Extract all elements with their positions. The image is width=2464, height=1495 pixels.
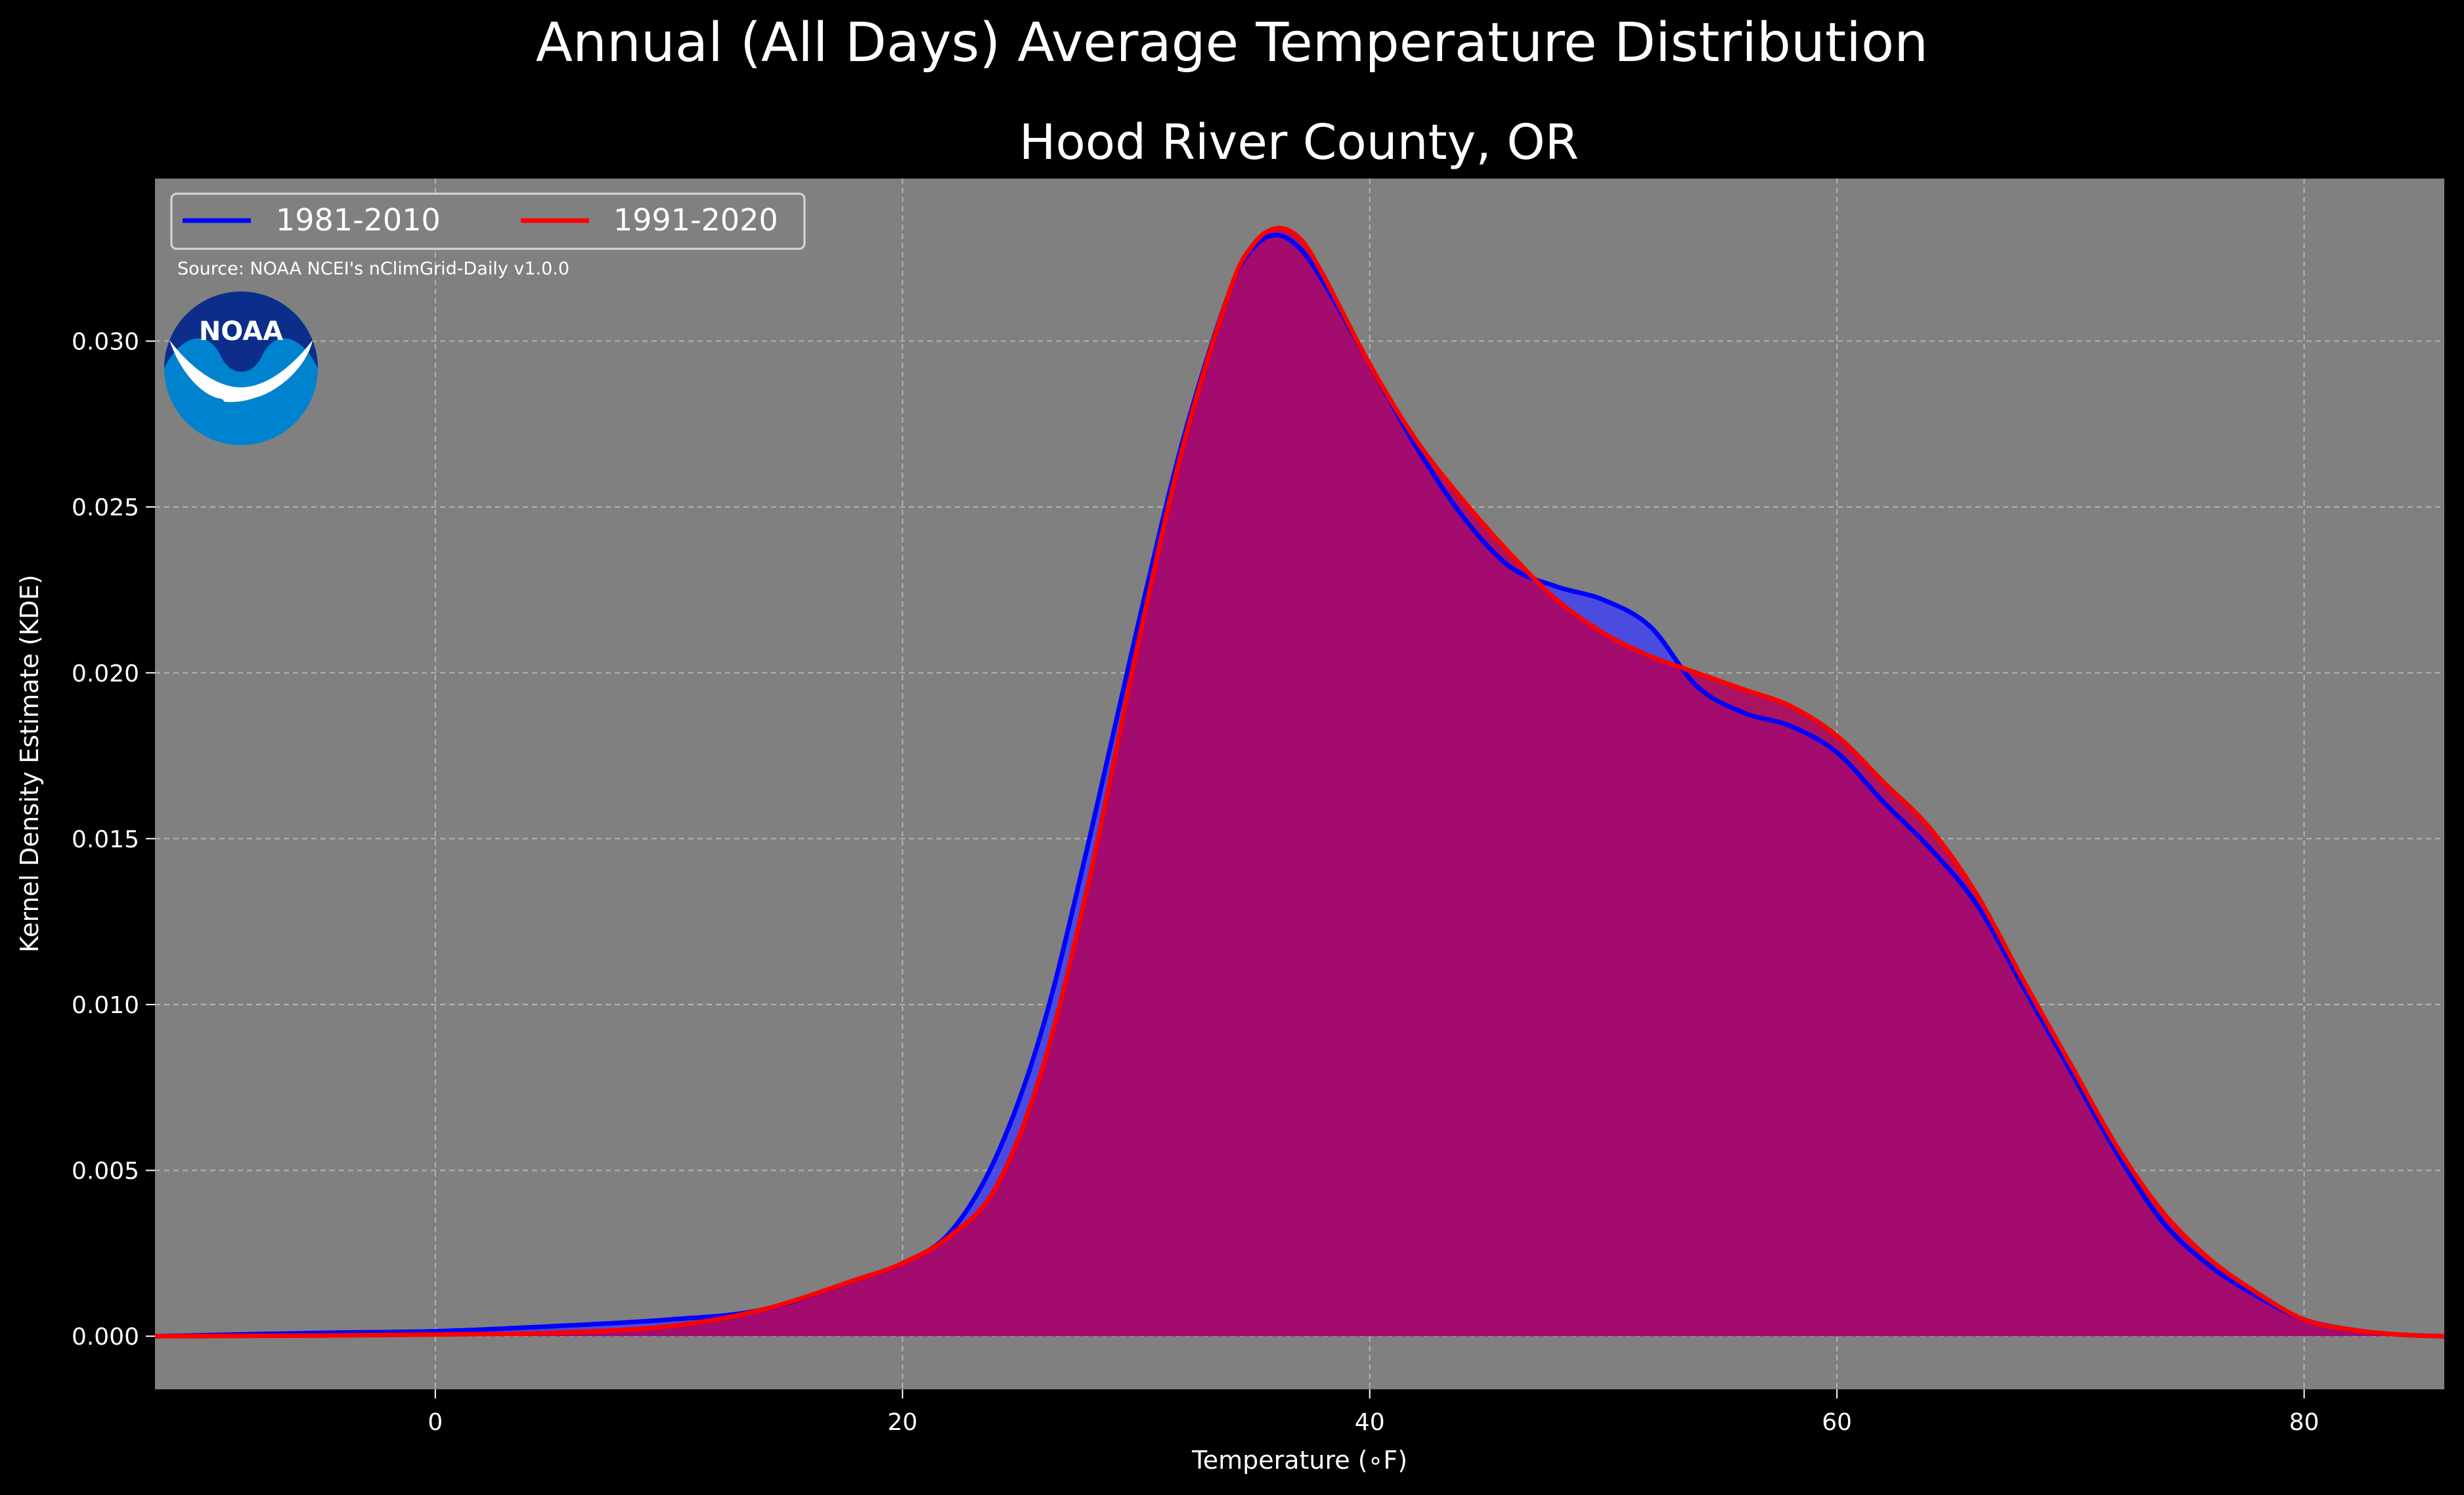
y-axis-ticks: 0.000 0.005 0.010 0.015 0.020 0.025 0.030 (72, 329, 155, 1351)
y-tick-label: 0.020 (72, 661, 139, 687)
x-tick-label: 60 (1822, 1409, 1852, 1436)
seagull-icon (169, 340, 313, 401)
source-note: Source: NOAA NCEI's nClimGrid-Daily v1.0… (177, 259, 569, 279)
noaa-logo: NOAA (164, 292, 318, 445)
legend: 1981-2010 1991-2020 (170, 192, 806, 250)
y-tick-label: 0.005 (72, 1158, 139, 1185)
y-tick-label: 0.025 (72, 494, 139, 521)
x-tick-label: 40 (1355, 1409, 1385, 1436)
x-tick-label: 0 (428, 1409, 443, 1436)
line-1991-2020 (154, 225, 2445, 1339)
density-areas (155, 228, 2444, 1337)
density-lines (154, 225, 2445, 1339)
seagull-tail (217, 386, 276, 402)
y-tick-label: 0.030 (72, 329, 139, 356)
chart-title: Hood River County, OR (1019, 114, 1579, 171)
legend-label-1981-2010: 1981-2010 (276, 202, 441, 238)
x-axis-ticks: 0 20 40 60 80 (428, 1389, 2319, 1436)
chart-suptitle: Annual (All Days) Average Temperature Di… (535, 12, 1929, 74)
legend-label-1991-2020: 1991-2020 (613, 202, 778, 238)
y-axis-label: Kernel Density Estimate (KDE) (15, 574, 44, 953)
x-tick-label: 20 (887, 1409, 917, 1436)
logo-text: NOAA (199, 316, 283, 347)
x-axis-label: Temperature (∘F) (1191, 1446, 1407, 1475)
logo-navy-top (164, 292, 318, 372)
x-tick-label: 80 (2289, 1409, 2320, 1436)
legend-box (170, 192, 806, 250)
y-tick-label: 0.000 (72, 1324, 139, 1351)
area-1991-2020 (155, 228, 2444, 1337)
y-tick-label: 0.010 (72, 992, 139, 1019)
y-tick-label: 0.015 (72, 826, 139, 853)
